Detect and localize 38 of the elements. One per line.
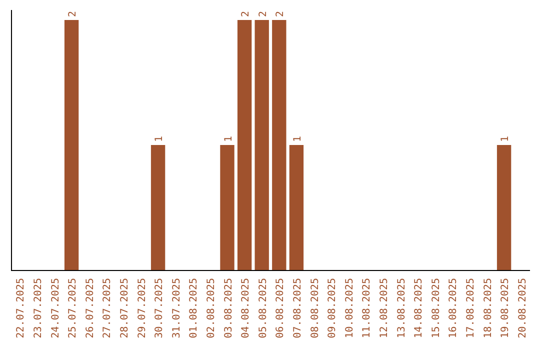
x-tick-label: 09.08.2025 (327, 278, 338, 338)
x-tick-label: 28.07.2025 (119, 278, 130, 338)
x-tick-label: 10.08.2025 (344, 278, 356, 338)
data-label: 2 (240, 10, 252, 17)
data-label: 2 (258, 10, 269, 17)
data-label: 2 (275, 10, 286, 17)
x-tick-label: 19.08.2025 (500, 278, 512, 338)
x-tick-label: 18.08.2025 (482, 278, 494, 338)
x-tick-label: 11.08.2025 (362, 278, 373, 338)
x-tick-label: 04.08.2025 (240, 278, 252, 338)
data-label: 1 (154, 136, 166, 142)
x-tick-label: 06.08.2025 (275, 278, 286, 338)
x-tick-label: 16.08.2025 (448, 278, 460, 338)
x-tick-label: 01.08.2025 (188, 278, 200, 338)
x-tick-label: 23.07.2025 (32, 278, 44, 338)
x-tick-label: 15.08.2025 (430, 278, 442, 338)
x-tick-label: 25.07.2025 (68, 278, 79, 338)
x-tick-label: 02.08.2025 (206, 278, 217, 338)
x-tick-label: 07.08.2025 (292, 278, 304, 338)
data-label: 2 (68, 10, 79, 17)
x-tick-label: 24.07.2025 (50, 278, 62, 338)
x-tick-label: 14.08.2025 (414, 278, 425, 338)
x-tick-label: 05.08.2025 (258, 278, 269, 338)
data-label: 1 (223, 136, 234, 142)
data-label: 1 (292, 136, 304, 142)
x-tick-label: 03.08.2025 (223, 278, 234, 338)
data-label: 1 (500, 136, 512, 142)
x-tick-label: 29.07.2025 (136, 278, 148, 338)
x-tick-label: 31.07.2025 (171, 278, 182, 338)
x-tick-label: 22.07.2025 (16, 278, 27, 338)
x-tick-label: 12.08.2025 (378, 278, 390, 338)
x-tick-label: 13.08.2025 (396, 278, 408, 338)
x-tick-label: 30.07.2025 (154, 278, 166, 338)
x-tick-label: 20.08.2025 (517, 278, 528, 338)
x-tick-label: 27.07.2025 (102, 278, 114, 338)
x-tick-label: 17.08.2025 (465, 278, 476, 338)
x-tick-label: 26.07.2025 (84, 278, 96, 338)
x-tick-label: 08.08.2025 (310, 278, 321, 338)
